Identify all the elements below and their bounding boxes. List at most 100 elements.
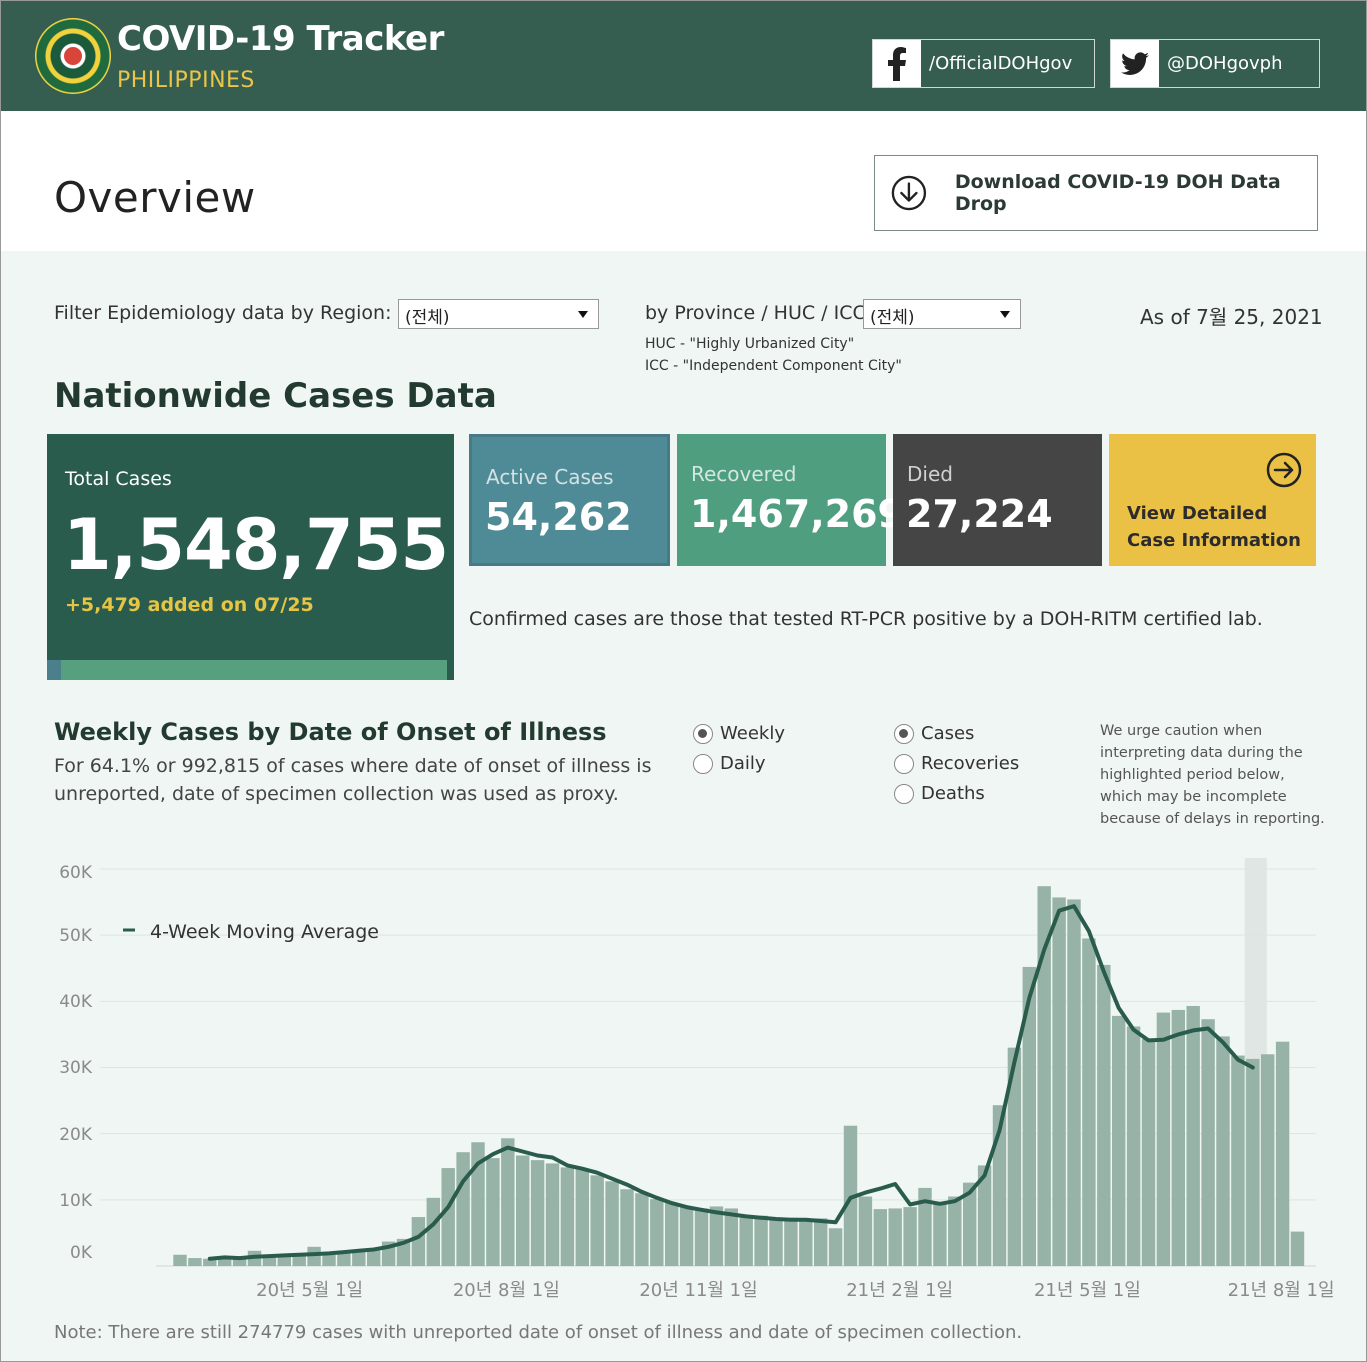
bar [456, 1152, 470, 1266]
recovered-card[interactable]: Recovered 1,467,269 [677, 434, 904, 566]
huc-note: HUC - "Highly Urbanized City" [645, 336, 855, 352]
twitter-handle: @DOHgovph [1167, 53, 1283, 74]
y-tick-label: 20K [59, 1125, 93, 1145]
download-circle-icon [891, 175, 927, 211]
weekly-cases-chart: 0K 10K 20K 30K 40K 50K 60K 4-Week Moving Averag… [59, 858, 1335, 1301]
y-tick-label: 60K [59, 863, 93, 883]
x-tick-label: 21년 8월 1일 [1228, 1280, 1335, 1301]
x-tick-label: 21년 5월 1일 [1034, 1280, 1141, 1301]
facebook-link[interactable]: /OfficialDOHgov [872, 39, 1095, 88]
bar [1275, 1041, 1290, 1266]
nationwide-title: Nationwide Cases Data [54, 376, 497, 416]
doh-seal-logo [35, 18, 111, 94]
arrow-right-circle-icon [1266, 452, 1302, 488]
bar [545, 1163, 560, 1266]
bar [1097, 964, 1111, 1266]
region-select[interactable]: (전체) [398, 299, 599, 329]
bar [605, 1181, 619, 1266]
weekly-chart-description: For 64.1% or 992,815 of cases where date… [54, 755, 652, 805]
bar [1171, 1009, 1185, 1266]
bar [292, 1254, 306, 1266]
legend-label: 4-Week Moving Average [150, 921, 379, 943]
view-detailed-line1: View Detailed [1127, 503, 1268, 524]
bar [426, 1197, 440, 1266]
bar [1067, 899, 1081, 1266]
y-tick-label: 10K [59, 1191, 93, 1211]
download-label: Download COVID-19 DOH Data Drop [954, 171, 1281, 215]
radio-recoveries-label: Recoveries [921, 753, 1020, 774]
bar [322, 1254, 336, 1266]
active-share-bar [47, 660, 61, 680]
active-cases-label: Active Cases [486, 465, 614, 489]
bar [814, 1218, 828, 1266]
y-tick-label: 0K [70, 1243, 93, 1263]
twitter-link[interactable]: @DOHgovph [1110, 39, 1320, 88]
radio-unselected-icon [894, 753, 914, 774]
region-filter-label: Filter Epidemiology data by Region: [54, 302, 392, 324]
bar [367, 1248, 381, 1266]
moving-average-line [207, 904, 1255, 1261]
bar [665, 1203, 679, 1266]
radio-deaths[interactable]: Deaths [894, 783, 985, 804]
bar [1112, 1015, 1126, 1266]
radio-weekly[interactable]: Weekly [693, 723, 785, 744]
died-label: Died [907, 462, 953, 486]
twitter-icon [1111, 40, 1159, 87]
download-data-drop-button[interactable]: Download COVID-19 DOH Data Drop [874, 155, 1318, 231]
total-cases-added: +5,479 added on 07/25 [65, 594, 314, 616]
radio-weekly-label: Weekly [720, 723, 785, 744]
radio-recoveries[interactable]: Recoveries [894, 753, 1019, 774]
bar [679, 1207, 694, 1266]
view-detailed-line2: Case Information [1127, 530, 1301, 551]
radio-cases[interactable]: Cases [894, 723, 974, 744]
bar [769, 1219, 783, 1266]
bar [441, 1168, 455, 1266]
bar [903, 1207, 917, 1266]
bar [1186, 1005, 1200, 1266]
bar [858, 1196, 873, 1266]
unreported-cases-footnote: Note: There are still 274779 cases with … [54, 1322, 1023, 1343]
bar [203, 1258, 217, 1266]
bar [516, 1155, 530, 1266]
bar [590, 1175, 604, 1266]
total-cases-label: Total Cases [65, 468, 172, 490]
dropdown-caret-icon [578, 311, 588, 318]
icc-note: ICC - "Independent Component City" [645, 358, 902, 374]
x-tick-label: 20년 8월 1일 [453, 1280, 560, 1301]
weekly-chart-title: Weekly Cases by Date of Onset of Illness [54, 718, 607, 746]
bar [1261, 1054, 1275, 1266]
province-select-value: (전체) [870, 308, 915, 328]
bar [799, 1219, 813, 1266]
bar [784, 1217, 798, 1266]
bar [709, 1206, 724, 1266]
bar [575, 1168, 589, 1266]
header: COVID-19 Tracker PHILIPPINES /OfficialDO… [1, 1, 1366, 111]
bar [620, 1189, 634, 1266]
app-subtitle: PHILIPPINES [117, 68, 255, 93]
y-tick-label: 40K [59, 992, 93, 1012]
bar [471, 1142, 485, 1266]
bar [724, 1208, 738, 1266]
active-cases-card[interactable]: Active Cases 54,262 [469, 434, 670, 566]
caution-note: We urge caution when interpreting data d… [1100, 723, 1325, 827]
bar [1082, 938, 1096, 1266]
bar [232, 1256, 247, 1266]
view-detailed-case-button[interactable]: View Detailed Case Information [1109, 434, 1316, 566]
as-of-date: As of 7월 25, 2021 [1140, 305, 1323, 329]
bar [1290, 1231, 1305, 1266]
bar [1141, 1039, 1156, 1266]
died-card[interactable]: Died 27,224 [893, 434, 1102, 566]
province-filter-label: by Province / HUC / ICC: [645, 302, 873, 324]
x-tick-label: 20년 5월 1일 [256, 1280, 363, 1301]
bar [650, 1199, 664, 1266]
bar [560, 1167, 575, 1266]
bar [530, 1160, 545, 1266]
bar [828, 1228, 843, 1266]
facebook-icon [873, 40, 921, 87]
province-select[interactable]: (전체) [863, 299, 1021, 329]
x-tick-label: 21년 2월 1일 [846, 1280, 953, 1301]
bar [1156, 1012, 1171, 1266]
radio-daily[interactable]: Daily [693, 753, 766, 774]
y-tick-label: 50K [59, 926, 93, 946]
radio-daily-label: Daily [720, 753, 766, 774]
